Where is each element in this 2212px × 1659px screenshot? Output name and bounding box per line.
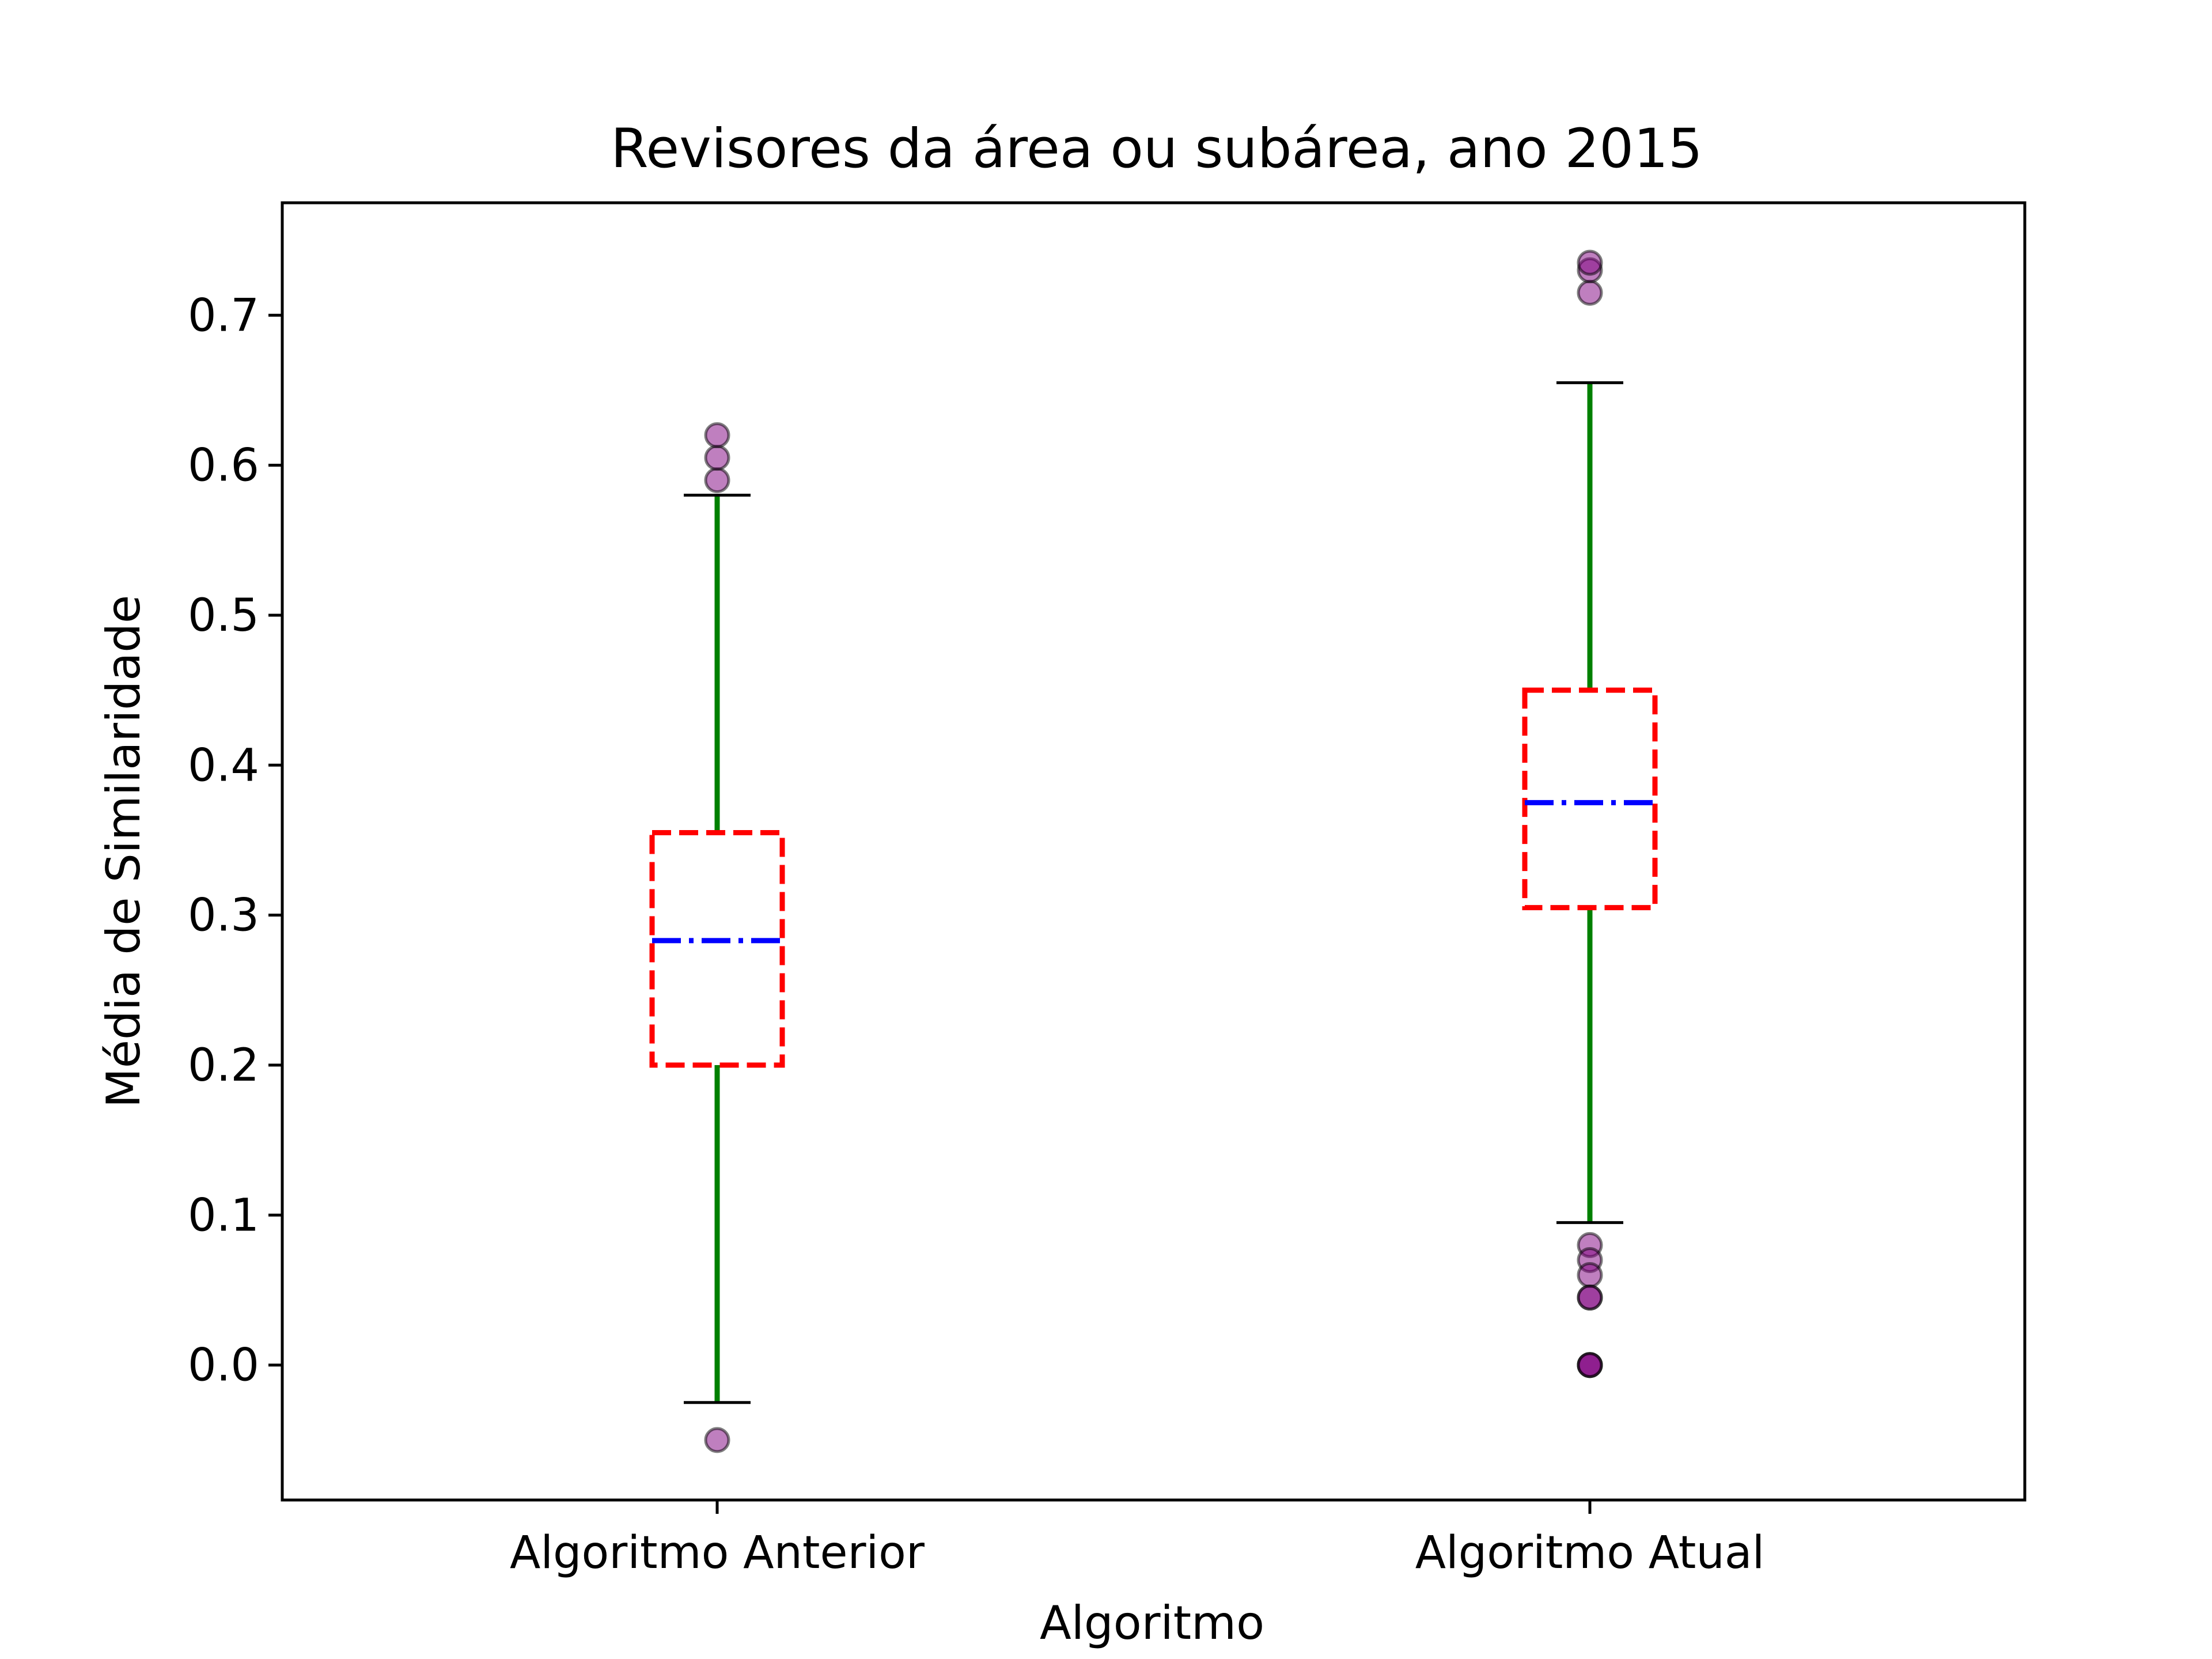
outlier-point — [704, 1427, 730, 1453]
plot-area — [649, 249, 1658, 1453]
box-group-1 — [649, 422, 785, 1453]
box-group-2 — [1522, 249, 1658, 1378]
y-tick-label: 0.4 — [188, 740, 259, 791]
x-axis-label: Algoritmo — [1040, 1596, 1264, 1650]
chart-title: Revisores da área ou subárea, ano 2015 — [611, 118, 1702, 180]
x-tick-label: Algoritmo Anterior — [510, 1527, 925, 1579]
y-tick-label: 0.1 — [188, 1190, 259, 1241]
y-axis: 0.0 0.1 0.2 0.3 0.4 0.5 0.6 0.7 — [188, 290, 282, 1392]
y-tick-label: 0.7 — [188, 290, 259, 342]
outlier-point — [1577, 1352, 1603, 1378]
x-tick-label: Algoritmo Atual — [1415, 1527, 1765, 1579]
y-tick-label: 0.2 — [188, 1040, 259, 1092]
outlier-point — [1577, 1262, 1603, 1288]
box-iqr — [1522, 687, 1658, 911]
y-axis-label: Média de Similaridade — [97, 595, 150, 1108]
y-tick-label: 0.5 — [188, 590, 259, 642]
outlier-point — [704, 467, 730, 494]
axes-frame — [281, 201, 2027, 1502]
outlier-point — [1577, 249, 1603, 276]
x-axis: Algoritmo Anterior Algoritmo Atual — [510, 1500, 1764, 1579]
outlier-point — [1577, 279, 1603, 306]
y-tick-label: 0.6 — [188, 440, 259, 492]
outlier-point — [704, 445, 730, 471]
box-iqr — [649, 830, 785, 1068]
outlier-point — [1577, 1285, 1603, 1311]
y-tick-label: 0.0 — [188, 1340, 259, 1392]
outlier-point — [704, 422, 730, 449]
y-tick-label: 0.3 — [188, 890, 259, 942]
